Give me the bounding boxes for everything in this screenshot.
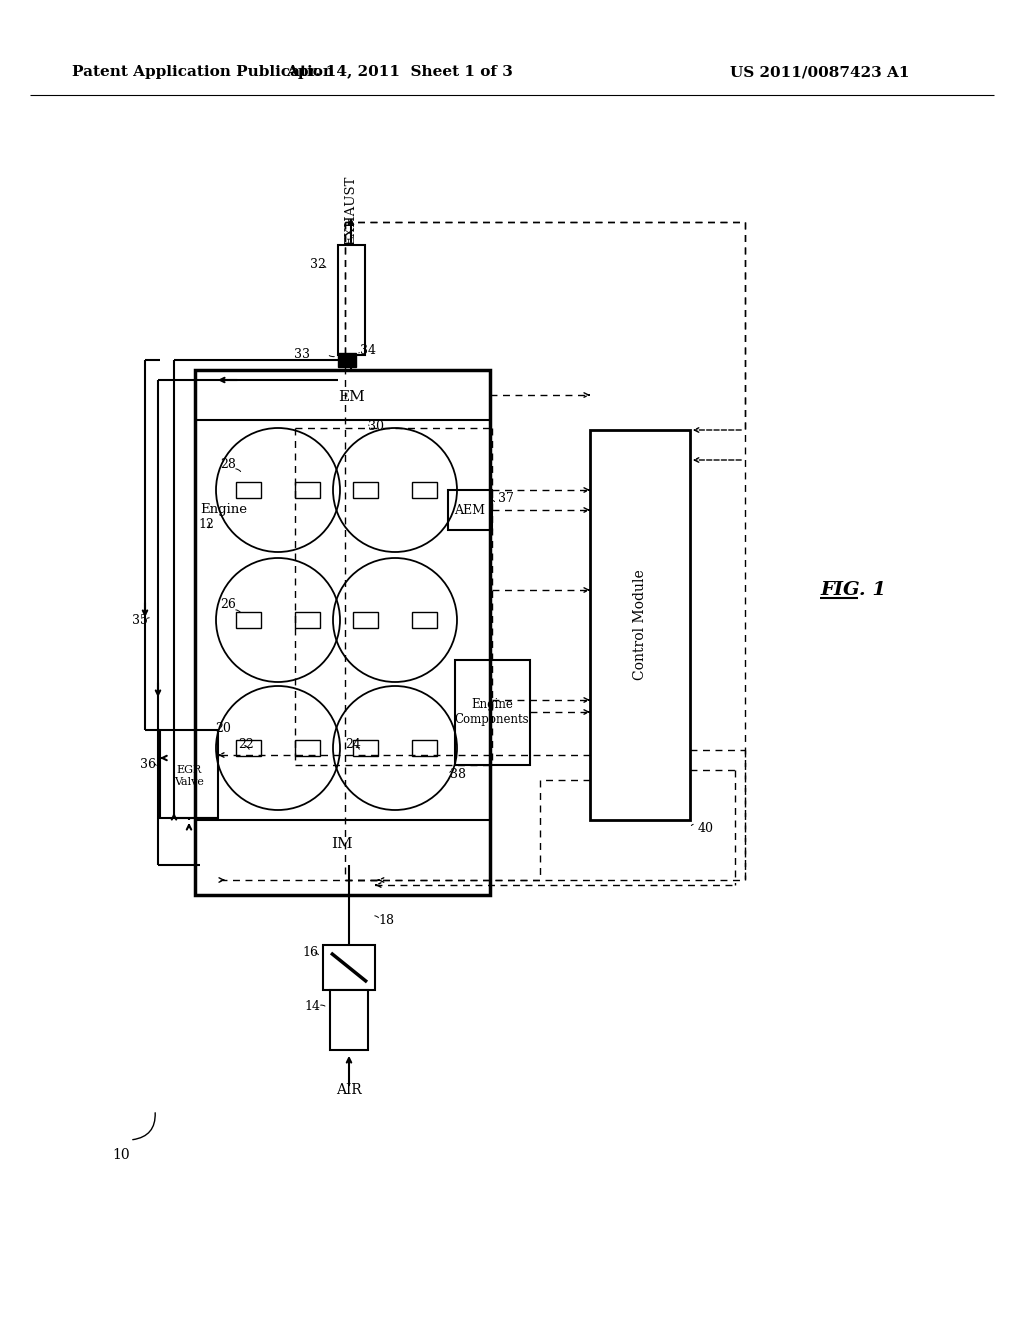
Text: 33: 33 [294, 348, 310, 362]
Bar [412, 612, 437, 628]
Text: 34: 34 [360, 343, 376, 356]
Text: Patent Application Publication: Patent Application Publication [72, 65, 334, 79]
Bar [160, 730, 218, 818]
FancyArrowPatch shape [133, 1113, 156, 1139]
Bar [590, 430, 690, 820]
Bar [353, 482, 378, 498]
Text: 20: 20 [215, 722, 230, 734]
Bar [412, 741, 437, 756]
Bar [295, 741, 319, 756]
Bar [449, 490, 492, 531]
Bar [353, 612, 378, 628]
Text: 37: 37 [498, 491, 514, 504]
Text: 22: 22 [238, 738, 254, 751]
Bar [236, 741, 261, 756]
Text: EGR
Valve: EGR Valve [174, 766, 204, 787]
Text: 10: 10 [112, 1148, 130, 1162]
Text: US 2011/0087423 A1: US 2011/0087423 A1 [730, 65, 909, 79]
Bar [236, 612, 261, 628]
Text: 32: 32 [310, 259, 326, 272]
Bar [455, 660, 530, 766]
Bar [295, 482, 319, 498]
Bar [195, 370, 490, 895]
Text: Apr. 14, 2011  Sheet 1 of 3: Apr. 14, 2011 Sheet 1 of 3 [287, 65, 513, 79]
Bar [330, 990, 368, 1049]
Bar [295, 612, 319, 628]
Bar [323, 945, 375, 990]
Text: 14: 14 [304, 1001, 319, 1014]
Text: 40: 40 [698, 821, 714, 834]
Text: 18: 18 [378, 913, 394, 927]
Bar [412, 482, 437, 498]
Text: 26: 26 [220, 598, 236, 611]
Bar [338, 352, 356, 367]
Text: 12: 12 [198, 519, 214, 532]
Text: IM: IM [331, 837, 353, 851]
Text: 24: 24 [345, 738, 360, 751]
Text: EXHAUST: EXHAUST [344, 176, 357, 244]
Bar [353, 741, 378, 756]
Text: EM: EM [339, 389, 366, 404]
Bar [338, 246, 365, 355]
Text: 36: 36 [140, 759, 156, 771]
Text: AIR: AIR [336, 1082, 361, 1097]
Text: AEM: AEM [455, 503, 485, 516]
Text: 38: 38 [450, 768, 466, 781]
Text: FIG. 1: FIG. 1 [820, 581, 886, 599]
Text: 16: 16 [302, 945, 318, 958]
Text: 30: 30 [368, 421, 384, 433]
Text: 35: 35 [132, 614, 147, 627]
Text: Control Module: Control Module [633, 570, 647, 680]
Bar [236, 482, 261, 498]
Text: Engine
Components: Engine Components [455, 698, 529, 726]
Text: Engine: Engine [200, 503, 247, 516]
Text: 28: 28 [220, 458, 236, 471]
